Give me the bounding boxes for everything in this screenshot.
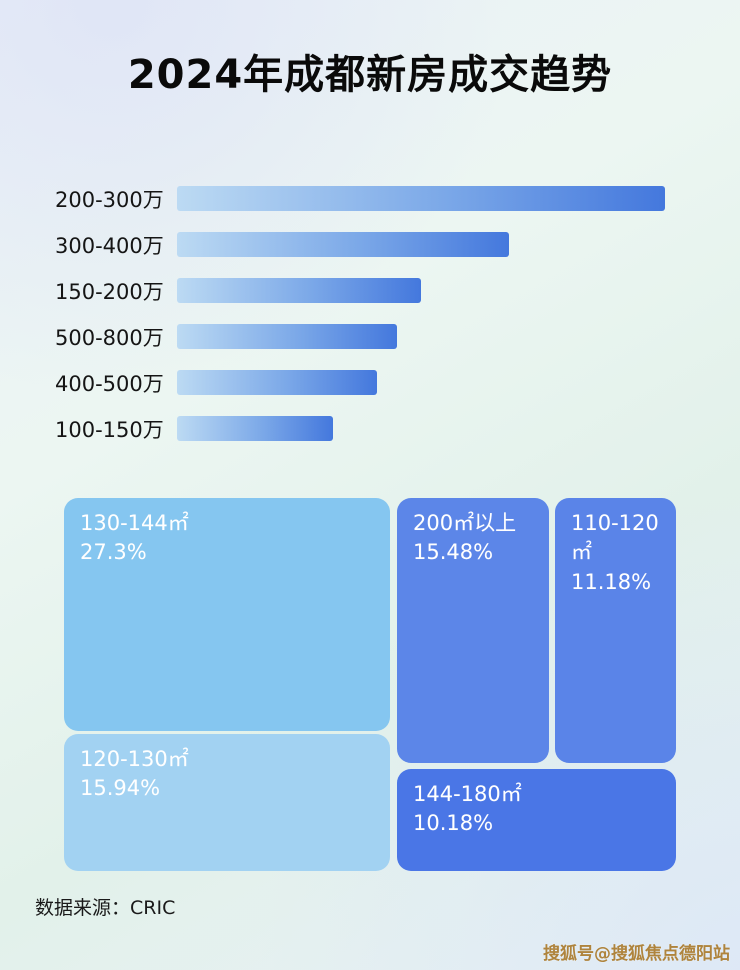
treemap-block: 144-180㎡ 10.18%	[397, 769, 676, 871]
bar-label: 300-400万	[55, 233, 164, 258]
bar-chart: 200-300万 300-400万 150-200万 500-800万 400-…	[55, 186, 695, 462]
treemap-block-label: 120-130㎡	[80, 747, 189, 771]
bar-row: 400-500万	[55, 370, 695, 396]
treemap-block-percent: 15.48%	[413, 540, 494, 565]
bar-label: 200-300万	[55, 187, 164, 212]
bar-row: 300-400万	[55, 232, 695, 258]
treemap-block-percent: 15.94%	[80, 776, 161, 801]
treemap-block: 120-130㎡ 15.94%	[64, 734, 390, 871]
bar	[177, 416, 334, 441]
treemap-block-label: 110-120㎡	[571, 511, 659, 565]
treemap-block: 110-120㎡ 11.18%	[555, 498, 676, 763]
bar-label: 500-800万	[55, 325, 164, 350]
bar-track	[177, 186, 665, 211]
bar-track	[177, 324, 665, 349]
bar-label: 100-150万	[55, 417, 164, 442]
treemap-block-label: 144-180㎡	[413, 782, 522, 806]
bar-row: 150-200万	[55, 278, 695, 304]
treemap-block: 200㎡以上 15.48%	[397, 498, 549, 763]
bar-track	[177, 278, 665, 303]
bar-label: 150-200万	[55, 279, 164, 304]
treemap-block-label: 130-144㎡	[80, 511, 189, 535]
watermark: 搜狐号@搜狐焦点德阳站	[543, 944, 730, 964]
bar-track	[177, 370, 665, 395]
treemap-block: 130-144㎡ 27.3%	[64, 498, 390, 731]
bar-track	[177, 416, 665, 441]
bar-row: 500-800万	[55, 324, 695, 350]
bar-row: 100-150万	[55, 416, 695, 442]
data-source-note: 数据来源：CRIC	[35, 897, 176, 919]
bar	[177, 324, 397, 349]
bar	[177, 370, 378, 395]
bar	[177, 232, 509, 257]
treemap-block-percent: 27.3%	[80, 540, 147, 565]
treemap-block-percent: 10.18%	[413, 811, 494, 836]
page-title: 2024年成都新房成交趋势	[127, 52, 613, 98]
treemap-block-percent: 11.18%	[571, 569, 652, 594]
bar-row: 200-300万	[55, 186, 695, 212]
bar-label: 400-500万	[55, 371, 164, 396]
bar-track	[177, 232, 665, 257]
treemap-block-label: 200㎡以上	[413, 511, 517, 535]
treemap-chart: 130-144㎡ 27.3% 200㎡以上 15.48% 110-120㎡ 11…	[64, 498, 676, 871]
bar	[177, 186, 665, 211]
bar	[177, 278, 421, 303]
